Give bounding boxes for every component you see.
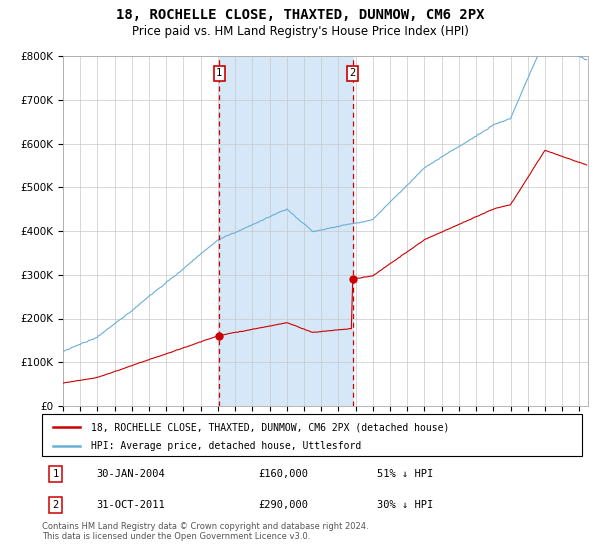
Text: 31-OCT-2011: 31-OCT-2011	[96, 500, 165, 510]
Text: 30% ↓ HPI: 30% ↓ HPI	[377, 500, 433, 510]
Text: £160,000: £160,000	[258, 469, 308, 479]
Text: HPI: Average price, detached house, Uttlesford: HPI: Average price, detached house, Uttl…	[91, 441, 361, 451]
Text: 18, ROCHELLE CLOSE, THAXTED, DUNMOW, CM6 2PX (detached house): 18, ROCHELLE CLOSE, THAXTED, DUNMOW, CM6…	[91, 422, 449, 432]
Text: 18, ROCHELLE CLOSE, THAXTED, DUNMOW, CM6 2PX: 18, ROCHELLE CLOSE, THAXTED, DUNMOW, CM6…	[116, 8, 484, 22]
Text: 1: 1	[216, 68, 223, 78]
Text: 2: 2	[52, 500, 59, 510]
Text: £290,000: £290,000	[258, 500, 308, 510]
Text: 30-JAN-2004: 30-JAN-2004	[96, 469, 165, 479]
Text: 51% ↓ HPI: 51% ↓ HPI	[377, 469, 433, 479]
Bar	[219, 56, 353, 406]
Text: 1: 1	[52, 469, 59, 479]
Text: Contains HM Land Registry data © Crown copyright and database right 2024.
This d: Contains HM Land Registry data © Crown c…	[42, 522, 368, 542]
Text: 2: 2	[350, 68, 356, 78]
Text: Price paid vs. HM Land Registry's House Price Index (HPI): Price paid vs. HM Land Registry's House …	[131, 25, 469, 38]
